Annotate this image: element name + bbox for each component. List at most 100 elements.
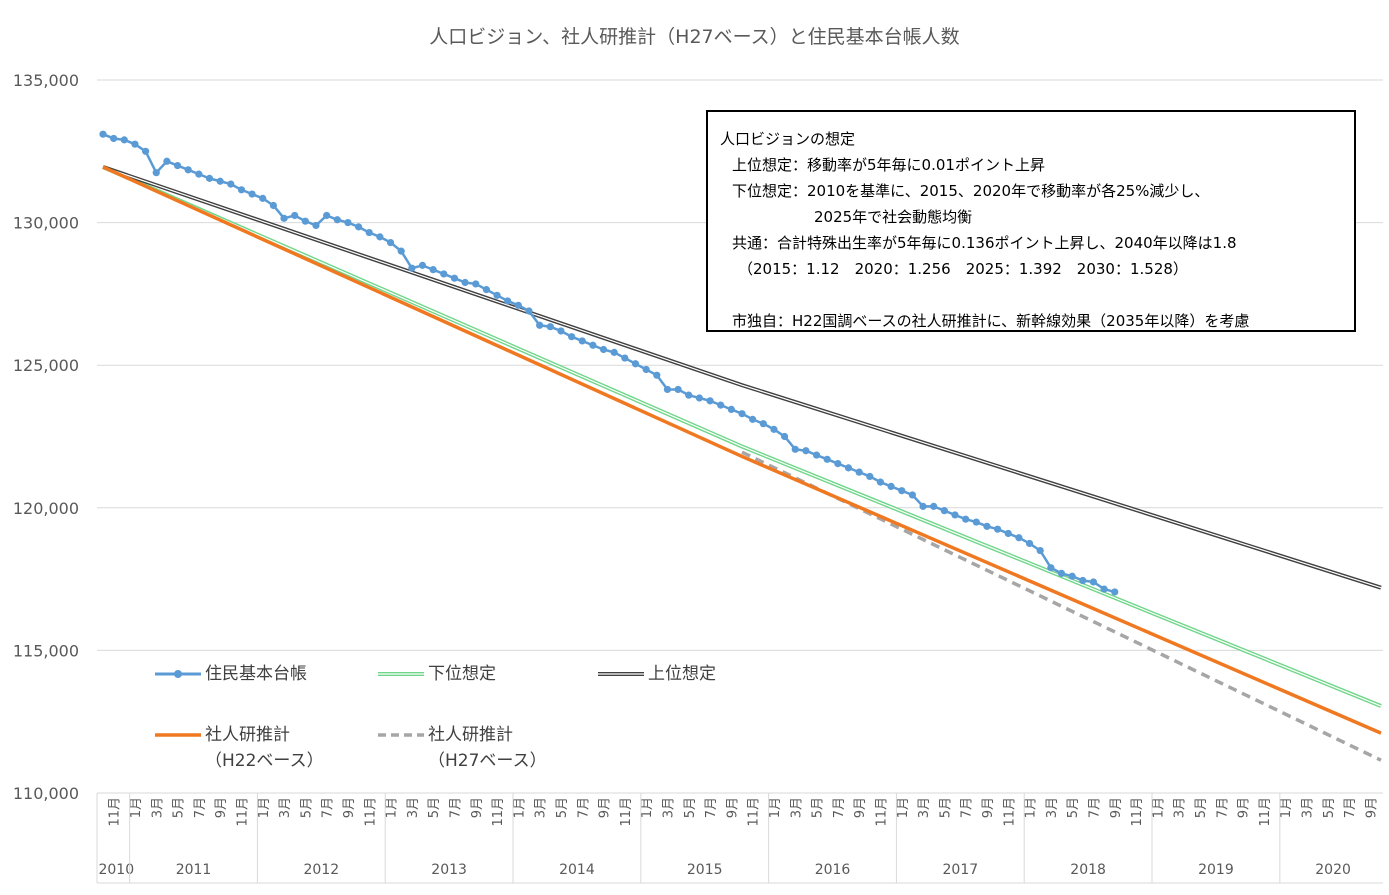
x-month-tick-label: 1月 bbox=[1279, 797, 1294, 818]
x-year-label: 2010 bbox=[98, 862, 134, 878]
data-point bbox=[195, 170, 203, 178]
data-point bbox=[962, 515, 970, 523]
data-point bbox=[504, 297, 512, 305]
x-month-tick-label: 1月 bbox=[512, 797, 527, 818]
legend-label-ipss-h22-base: （H22ベース） bbox=[205, 751, 324, 771]
x-month-tick-label: 5月 bbox=[811, 797, 826, 818]
x-month-tick-label: 1月 bbox=[768, 797, 783, 818]
y-tick-label: 110,000 bbox=[13, 784, 79, 803]
data-point bbox=[333, 216, 341, 224]
data-point bbox=[823, 455, 831, 463]
data-point bbox=[355, 223, 363, 231]
x-year-label: 2011 bbox=[176, 862, 212, 878]
legend-label-ipss-h27-base: （H27ベース） bbox=[428, 751, 547, 771]
data-point bbox=[418, 261, 427, 269]
x-month-tick-label: 3月 bbox=[917, 797, 932, 818]
data-point bbox=[450, 274, 459, 282]
legend-swatch-ipss-h22 bbox=[155, 733, 201, 737]
data-point bbox=[972, 518, 980, 526]
data-point bbox=[259, 194, 267, 202]
x-month-tick-label: 3月 bbox=[406, 797, 421, 818]
legend-swatch-lower-scenario bbox=[378, 672, 424, 676]
data-point bbox=[429, 266, 437, 274]
data-point bbox=[120, 136, 128, 144]
y-tick-label: 120,000 bbox=[13, 499, 79, 518]
data-point bbox=[365, 228, 373, 237]
data-point bbox=[1057, 569, 1066, 578]
y-tick-label: 130,000 bbox=[13, 214, 79, 233]
x-month-tick-label: 5月 bbox=[555, 797, 570, 818]
data-point bbox=[568, 333, 576, 341]
x-month-tick-label: 11月 bbox=[619, 797, 634, 827]
data-point bbox=[1111, 588, 1119, 596]
x-month-tick-label: 3月 bbox=[1300, 797, 1315, 818]
data-point bbox=[408, 264, 416, 272]
data-point bbox=[770, 425, 778, 433]
y-tick-label: 125,000 bbox=[13, 356, 79, 375]
x-year-label: 2015 bbox=[687, 862, 723, 878]
data-point bbox=[876, 478, 885, 486]
x-year-label: 2012 bbox=[304, 862, 340, 878]
data-point bbox=[227, 180, 235, 188]
x-month-tick-label: 1月 bbox=[1151, 797, 1166, 818]
x-month-tick-label: 7月 bbox=[1087, 797, 1102, 818]
data-point bbox=[631, 360, 640, 368]
x-year-label: 2017 bbox=[943, 862, 979, 878]
data-point bbox=[1089, 578, 1098, 586]
x-month-tick-label: 3月 bbox=[278, 797, 293, 818]
data-point bbox=[812, 451, 821, 459]
data-point bbox=[99, 130, 107, 138]
x-month-tick-label: 11月 bbox=[1258, 797, 1273, 827]
data-point bbox=[717, 401, 725, 409]
assumption-note-box: 人口ビジョンの想定 上位想定：移動率が5年毎に0.01ポイント上昇 下位想定：2… bbox=[706, 110, 1356, 332]
data-point bbox=[131, 140, 139, 148]
data-point bbox=[1100, 585, 1108, 593]
data-point bbox=[791, 445, 799, 453]
y-tick-label: 135,000 bbox=[13, 71, 79, 90]
legend-label-resident-register: 住民基本台帳 bbox=[205, 664, 307, 684]
x-month-tick-label: 1月 bbox=[257, 797, 272, 818]
series-4-line bbox=[741, 450, 1382, 762]
data-point bbox=[1025, 539, 1034, 548]
x-month-tick-label: 7月 bbox=[832, 797, 847, 818]
x-month-tick-label: 11月 bbox=[874, 797, 889, 827]
data-point bbox=[781, 432, 789, 441]
x-month-tick-label: 7月 bbox=[576, 797, 591, 818]
legend-label-upper-scenario: 上位想定 bbox=[648, 664, 716, 684]
data-point bbox=[216, 177, 224, 185]
x-month-tick-label: 5月 bbox=[938, 797, 953, 818]
data-point bbox=[738, 410, 746, 418]
data-point bbox=[844, 464, 853, 472]
note-line-lower: 下位想定：2010を基準に、2015、2020年で移動率が各25%減少し、 bbox=[732, 182, 1210, 200]
data-point bbox=[951, 511, 959, 519]
x-month-tick-label: 5月 bbox=[427, 797, 442, 818]
data-point bbox=[802, 447, 810, 455]
data-point bbox=[280, 214, 288, 222]
data-point bbox=[653, 371, 661, 379]
x-month-tick-label: 3月 bbox=[150, 797, 165, 818]
data-point bbox=[323, 211, 331, 220]
x-month-tick-label: 9月 bbox=[1364, 797, 1379, 818]
chart-title: 人口ビジョン、社人研推計（H27ベース）と住民基本台帳人数 bbox=[429, 26, 960, 48]
series-3-line bbox=[102, 165, 1382, 735]
data-point bbox=[546, 323, 554, 331]
x-month-tick-label: 7月 bbox=[1215, 797, 1230, 818]
x-month-tick-label: 7月 bbox=[1343, 797, 1358, 818]
x-year-label: 2019 bbox=[1198, 862, 1234, 878]
data-point bbox=[248, 190, 256, 198]
data-point bbox=[749, 415, 757, 423]
data-point bbox=[994, 525, 1002, 533]
x-month-tick-label: 1月 bbox=[1024, 797, 1039, 818]
note-line-lower-cont: 2025年で社会動態均衡 bbox=[814, 208, 973, 226]
data-point bbox=[834, 459, 842, 468]
data-point bbox=[1004, 529, 1012, 538]
data-point bbox=[110, 134, 118, 143]
x-month-tick-label: 5月 bbox=[1066, 797, 1081, 818]
note-line-upper: 上位想定：移動率が5年毎に0.01ポイント上昇 bbox=[732, 156, 1045, 174]
x-month-tick-label: 5月 bbox=[1322, 797, 1337, 818]
data-point bbox=[610, 348, 618, 356]
data-point bbox=[578, 337, 586, 345]
note-spacer bbox=[720, 282, 1354, 308]
